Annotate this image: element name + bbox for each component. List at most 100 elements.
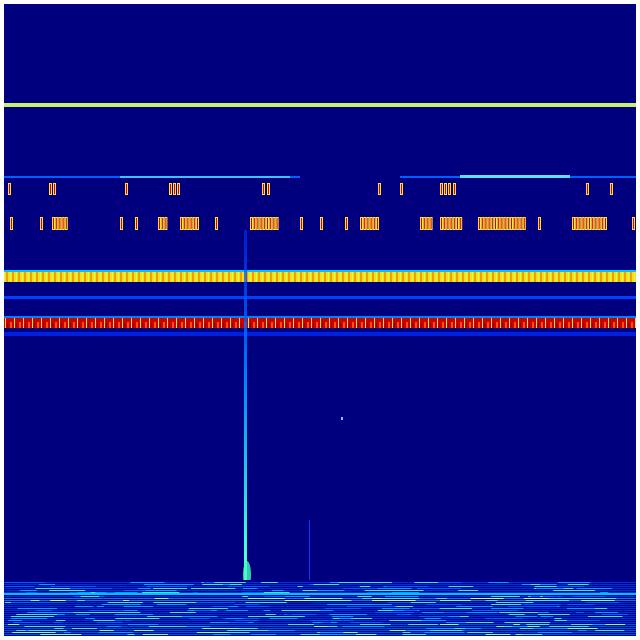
noise-speck [27,612,72,613]
noise-speck [515,616,537,617]
noise-speck [338,582,373,583]
noise-speck [389,630,406,631]
blip-core [595,218,597,229]
blip-core [504,218,506,229]
noise-speck [213,634,231,635]
noise-speck [419,616,449,617]
noise-speck [152,588,188,589]
noise-line [4,596,636,597]
noise-line [4,606,636,607]
blip-core [65,218,67,229]
noise-speck [77,592,91,593]
noise-speck [127,624,159,625]
blip-core [174,184,175,194]
noise-speck [548,586,585,587]
noise-line [4,604,636,605]
blip-core [181,218,182,229]
blip-core [576,218,578,229]
noise-speck [413,620,447,621]
noise-speck [466,622,494,623]
noise-speck [147,616,191,617]
noise-speck [291,614,317,615]
noise-speck [98,612,141,613]
noise-speck [304,598,343,599]
blip-core [460,218,462,229]
blip-core [159,218,160,229]
noise-speck [19,590,37,591]
band [4,318,636,328]
blip-core [276,218,278,229]
blip-core [424,218,426,229]
noise-speck [472,610,512,611]
noise-speck [202,584,224,585]
noise-speck [115,618,160,619]
noise-speck [125,590,160,591]
blip-core [263,184,264,194]
noise-speck [122,610,138,611]
blip-core [457,218,458,229]
noise-line [4,618,636,619]
noise-speck [504,622,526,623]
noise-speck [310,600,344,601]
noise-speck [576,612,585,613]
noise-speck [57,614,65,615]
noise-speck [508,626,528,627]
noise-speck [567,584,589,585]
noise-speck [12,632,56,633]
noise-speck [427,608,472,609]
blip-core [430,218,432,229]
noise-speck [382,608,410,609]
noise-speck [181,616,218,617]
noise-speck [383,590,424,591]
noise-speck [577,630,587,631]
blip-core [270,218,272,229]
noise-speck [320,632,344,633]
noise-speck [17,608,58,609]
noise-speck [362,598,372,599]
noise-speck [70,588,112,589]
noise-speck [221,628,258,629]
noise-speck [134,630,154,631]
noise-speck [488,582,499,583]
noise-speck [191,588,236,589]
noise-speck [367,592,410,593]
blip-core [170,184,171,194]
blip-core [377,218,378,229]
noise-speck [235,620,259,621]
noise-speck [522,634,543,635]
noise-speck [84,592,98,593]
blip-core [62,218,64,229]
blip-core [41,218,42,229]
noise-speck [284,600,323,601]
blip-core [126,184,127,194]
noise-speck [364,604,393,605]
noise-speck [430,630,462,631]
noise-speck [306,610,334,611]
noise-speck [403,610,418,611]
noise-speck [326,604,362,605]
noise-speck [537,614,570,615]
blip-core [491,218,493,229]
noise-speck [16,614,58,615]
band-edge [4,270,636,272]
blip-core [498,218,500,229]
blip-core [53,218,54,229]
noise-speck [372,600,416,601]
tone-line [4,103,636,107]
blue-line [4,332,636,336]
noise-speck [524,606,557,607]
noise-speck [272,590,284,591]
vertical-trace [244,230,247,596]
band [4,272,636,282]
noise-speck [155,602,197,603]
blip-core [482,218,484,229]
blip-core [121,218,122,229]
noise-speck [178,626,211,627]
blip-core [441,184,442,194]
noise-speck [525,600,570,601]
noise-speck [314,626,336,627]
noise-speck [342,626,385,627]
noise-speck [98,632,134,633]
noise-speck [50,586,96,587]
noise-speck [542,596,555,597]
